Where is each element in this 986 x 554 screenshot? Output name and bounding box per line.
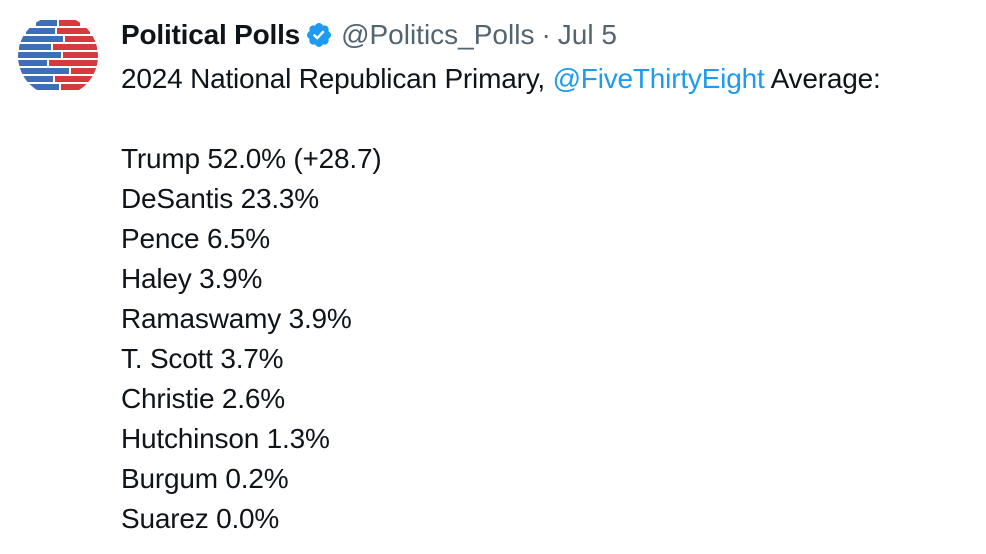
- display-name[interactable]: Political Polls: [121, 19, 301, 50]
- avatar-bar-red: [59, 20, 80, 26]
- avatar-bar-red: [55, 76, 95, 82]
- tweet-headline: 2024 National Republican Primary, @FiveT…: [121, 59, 976, 99]
- avatar-bar-red: [65, 36, 95, 42]
- result-row: Burgum 0.2%: [121, 463, 289, 494]
- result-row: Hutchinson 1.3%: [121, 423, 330, 454]
- result-row: Christie 2.6%: [121, 383, 285, 414]
- result-row: DeSantis 23.3%: [121, 183, 319, 214]
- avatar-bar-blue: [18, 52, 61, 58]
- headline-prefix: 2024 National Republican Primary,: [121, 63, 553, 94]
- results-list: Trump 52.0% (+28.7) DeSantis 23.3% Pence…: [121, 139, 976, 539]
- avatar-bar-blue: [18, 60, 47, 66]
- avatar-bar-blue: [19, 44, 51, 50]
- mention-link[interactable]: @FiveThirtyEight: [552, 63, 765, 94]
- verified-badge-icon[interactable]: [305, 21, 333, 49]
- stacked-bars-logo-icon: [18, 20, 98, 90]
- avatar-bar-blue: [36, 20, 57, 26]
- avatar[interactable]: [18, 16, 98, 96]
- blank-line: [121, 99, 976, 139]
- tweet-header: Political Polls @Politics_Polls · Jul 5: [121, 14, 976, 56]
- avatar-bar-blue: [26, 84, 59, 90]
- avatar-bar-red: [49, 60, 98, 66]
- result-row: T. Scott 3.7%: [121, 343, 284, 374]
- result-row: Ramaswamy 3.9%: [121, 303, 352, 334]
- avatar-bar-blue: [21, 76, 53, 82]
- result-row: Trump 52.0% (+28.7): [121, 143, 382, 174]
- avatar-bar-red: [53, 44, 97, 50]
- avatar-bar-blue: [26, 28, 55, 34]
- result-row: Pence 6.5%: [121, 223, 270, 254]
- tweet-body: Political Polls @Politics_Polls · Jul 5 …: [121, 14, 976, 539]
- avatar-bar-blue: [19, 68, 69, 74]
- avatar-bar-red: [57, 28, 90, 34]
- result-row: Suarez 0.0%: [121, 503, 280, 534]
- avatar-bar-red: [61, 84, 90, 90]
- avatar-bar-red: [71, 68, 97, 74]
- result-row: Haley 3.9%: [121, 263, 263, 294]
- avatar-bar-blue: [21, 36, 63, 42]
- handle[interactable]: @Politics_Polls: [341, 19, 535, 50]
- tweet-date[interactable]: Jul 5: [557, 19, 617, 50]
- separator: ·: [541, 19, 551, 50]
- headline-suffix: Average:: [764, 63, 881, 94]
- avatar-bar-red: [63, 52, 98, 58]
